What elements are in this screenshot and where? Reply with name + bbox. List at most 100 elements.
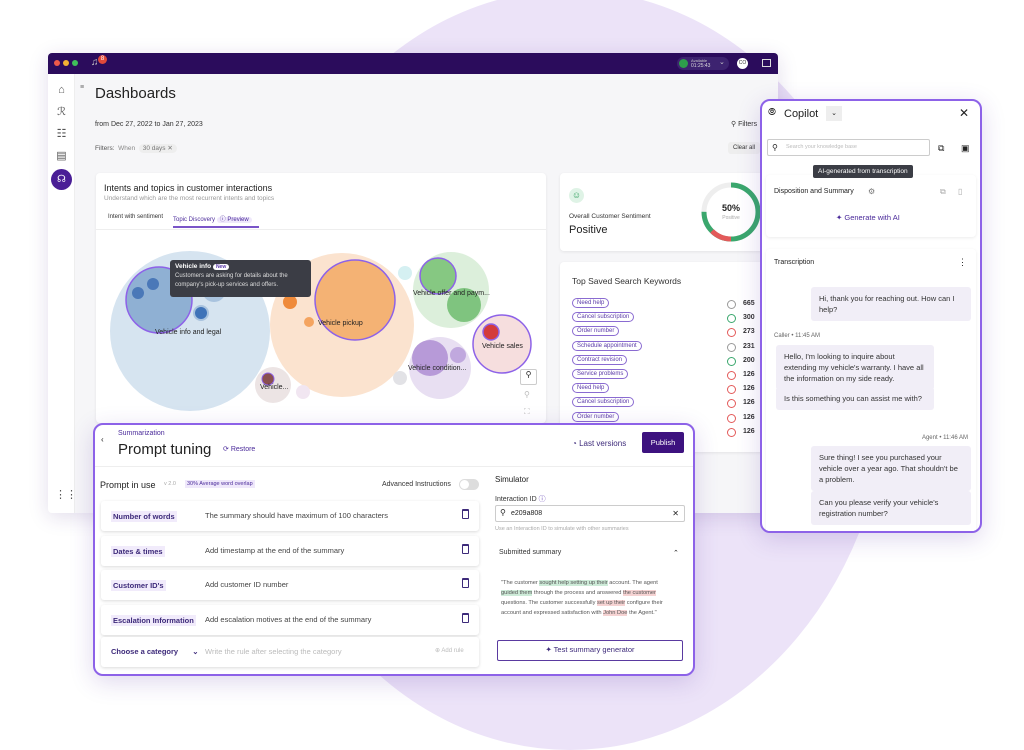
- keywords-card: Top Saved Search Keywords Need help 665 Ca…: [560, 262, 770, 452]
- bubble-tooltip: Vehicle info New Customers are asking fo…: [170, 260, 311, 297]
- publish-button[interactable]: Publish: [642, 432, 684, 453]
- rule-category: Customer ID's: [111, 580, 166, 591]
- sentiment-negative-icon: [727, 413, 736, 423]
- new-badge: New: [212, 264, 230, 270]
- highlighted-phrase: John Doe: [603, 610, 628, 616]
- zoom-out-button[interactable]: ⚲: [524, 390, 530, 399]
- trash-icon[interactable]: [462, 612, 469, 623]
- choose-category-select[interactable]: Choose a category ⌄: [111, 647, 199, 656]
- list-icon[interactable]: ☷: [56, 128, 67, 140]
- clear-icon[interactable]: ✕: [672, 509, 679, 518]
- prompt-in-use-title: Prompt in use: [100, 480, 156, 490]
- keyword-row: Need help 665: [572, 298, 755, 311]
- keyword-chip[interactable]: Cancel subscription: [572, 312, 635, 323]
- close-icon[interactable]: ✕: [959, 106, 970, 120]
- sentiment-negative-icon: [727, 427, 736, 437]
- keyword-chip[interactable]: Need help: [572, 298, 610, 308]
- knowledge-search-input[interactable]: ⚲ Search your knowledge base: [767, 139, 930, 156]
- keyword-chip[interactable]: Cancel subscription: [572, 397, 635, 408]
- trash-icon[interactable]: [462, 509, 469, 519]
- rule-input[interactable]: Write the rule after selecting the categ…: [205, 647, 342, 656]
- keyword-chip[interactable]: Order number: [572, 326, 620, 337]
- more-icon[interactable]: ⋮: [958, 257, 967, 267]
- ai-info-icon[interactable]: ⚙: [868, 187, 876, 196]
- test-summary-button[interactable]: ✦ Test summary generator: [497, 640, 683, 661]
- home-icon[interactable]: ⌂: [58, 84, 65, 96]
- sentiment-percent: 50%: [721, 203, 740, 213]
- advanced-label: Advanced Instructions: [382, 481, 451, 488]
- layout-icon[interactable]: [762, 59, 771, 67]
- keyword-chip[interactable]: Order number: [572, 411, 620, 422]
- last-versions-button[interactable]: ◔ Last versions: [572, 439, 626, 448]
- window-max-dot[interactable]: [72, 60, 78, 66]
- filter-icon: ⚲: [731, 121, 739, 128]
- sidebar: ⌂ ℛ ☷ ▤ ☊ ⋮⋮: [48, 74, 77, 513]
- rule-text[interactable]: Add timestamp at the end of the summary: [205, 545, 345, 555]
- summary-segment: questions. The customer successfully: [501, 600, 597, 606]
- rule-text[interactable]: Add customer ID number: [205, 580, 289, 589]
- copilot-title: Copilot: [784, 108, 819, 120]
- rule-text[interactable]: The summary should have maximum of 100 c…: [205, 511, 388, 520]
- bell-icon[interactable]: ♫: [91, 57, 99, 68]
- copilot-panel: ⦾ Copilot ⌄ ✕ ⚲ Search your knowledge ba…: [760, 99, 982, 533]
- interaction-id-input[interactable]: ⚲ e209a808 ✕: [495, 505, 685, 522]
- chevron-up-icon[interactable]: ⌃: [673, 550, 679, 557]
- clear-all-button[interactable]: Clear all: [728, 142, 761, 154]
- tooltip-title: Vehicle info: [175, 263, 212, 270]
- fit-button[interactable]: ⛶: [524, 407, 530, 416]
- bubble-vehicle-pickup[interactable]: [314, 259, 396, 341]
- notification-badge: 8: [98, 55, 107, 64]
- report-icon[interactable]: ▤: [56, 150, 67, 162]
- back-icon[interactable]: ‹: [101, 435, 104, 444]
- agent-icon[interactable]: ℛ: [57, 106, 66, 118]
- rule-text[interactable]: Add escalation motives at the end of the…: [205, 614, 372, 624]
- window-close-dot[interactable]: [54, 60, 60, 66]
- when-chip[interactable]: 30 days ✕: [138, 144, 177, 153]
- submitted-summary-header[interactable]: Submitted summary: [499, 549, 562, 556]
- apps-grid-icon[interactable]: ⋮⋮: [55, 489, 77, 501]
- tab-intent-sentiment[interactable]: Intent with sentiment: [108, 214, 164, 220]
- hierarchy-icon[interactable]: ⧉: [938, 143, 945, 153]
- generate-ai-button[interactable]: ✦ Generate with AI: [836, 213, 900, 222]
- filters-button[interactable]: ⚲ Filters: [731, 120, 757, 128]
- keyword-row: Cancel subscription 126: [572, 397, 755, 410]
- tab-topic-discovery[interactable]: Topic Discovery ⓘ Preview: [173, 214, 259, 228]
- last-versions-label: Last versions: [579, 439, 627, 448]
- document-icon[interactable]: ▯: [958, 187, 963, 196]
- donut-negative-arc: [710, 229, 732, 242]
- keyword-row: Service problems 126: [572, 369, 755, 382]
- keyword-chip[interactable]: Contract revision: [572, 354, 628, 365]
- sparkle-icon: ✦: [545, 645, 554, 654]
- copilot-dropdown[interactable]: ⌄: [826, 106, 842, 121]
- status-selector[interactable]: Available 01:25:43 ⌄: [677, 57, 729, 70]
- keyword-chip[interactable]: Need help: [572, 383, 610, 394]
- advanced-toggle[interactable]: [459, 479, 479, 490]
- status-label: Available: [691, 58, 708, 63]
- ai-tooltip: AI-generated from transcription: [813, 165, 913, 178]
- add-rule-button[interactable]: ⊕ Add rule: [435, 648, 464, 654]
- sentiment-card: ☺ Overall Customer Sentiment Positive 50…: [560, 173, 770, 251]
- library-icon[interactable]: ▣: [961, 143, 970, 153]
- summary-text: "The customer sought help setting up the…: [501, 578, 673, 618]
- menu-icon[interactable]: ≡: [80, 84, 85, 91]
- summary-segment: the Agent.": [627, 610, 657, 616]
- keyword-chip[interactable]: Service problems: [572, 369, 629, 379]
- sentiment-percent-label: Positive: [722, 215, 740, 221]
- zoom-in-button[interactable]: ⚲: [520, 369, 537, 385]
- restore-button[interactable]: ⟳ Restore: [223, 445, 255, 453]
- keyword-chip[interactable]: Schedule appointment: [572, 340, 642, 351]
- status-icon: [679, 59, 688, 68]
- filters-row: Filters: When 30 days ✕: [95, 144, 177, 153]
- breadcrumb[interactable]: Summarization: [118, 430, 165, 437]
- bubble-label: Vehicle info and legal: [155, 329, 222, 336]
- window-min-dot[interactable]: [63, 60, 69, 66]
- bubble-label: Vehicle sales: [482, 343, 523, 350]
- highlighted-phrase: the customer: [623, 590, 656, 596]
- summary-segment: "The customer: [501, 580, 540, 586]
- copy-icon[interactable]: ⧉: [940, 187, 946, 196]
- avatar[interactable]: CO: [737, 58, 748, 69]
- trash-icon[interactable]: [462, 578, 469, 588]
- trash-icon[interactable]: [462, 543, 469, 554]
- agent-message: Sure thing! I see you purchased your veh…: [811, 446, 971, 491]
- analytics-icon[interactable]: ☊: [51, 169, 72, 190]
